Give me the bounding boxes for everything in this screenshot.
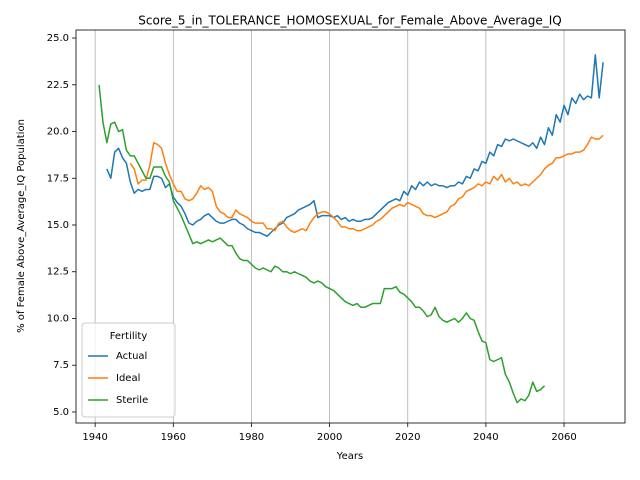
x-tick-label: 1980 (239, 432, 264, 443)
x-tick-label: 2040 (473, 432, 498, 443)
x-tick-label: 2020 (395, 432, 420, 443)
legend-label: Ideal (116, 373, 140, 384)
legend-box (81, 322, 176, 418)
y-tick-label: 25.0 (47, 33, 69, 44)
y-tick-label: 20.0 (47, 127, 69, 138)
line (98, 84, 546, 404)
x-tick-label: 2000 (317, 432, 342, 443)
x-tick-label: 2060 (551, 432, 576, 443)
y-tick-label: 17.5 (47, 173, 69, 184)
y-tick-label: 22.5 (47, 80, 69, 91)
y-tick-label: 5.0 (53, 407, 69, 418)
y-tick-label: 7.5 (53, 360, 69, 371)
line (106, 54, 604, 237)
y-tick-label: 12.5 (47, 267, 69, 278)
y-tick-label: 10.0 (47, 313, 69, 324)
line (129, 134, 604, 234)
legend-label: Actual (116, 351, 147, 362)
x-tick-label: 1940 (82, 432, 107, 443)
y-tick-label: 15.0 (47, 220, 69, 231)
plot-frame (75, 29, 626, 424)
chart-title: Score_5_in_TOLERANCE_HOMOSEXUAL_for_Fema… (138, 14, 561, 28)
legend-label: Sterile (116, 395, 148, 406)
x-axis-label: Years (336, 451, 363, 462)
y-axis-label: % of Female Above_Average_IQ Population (16, 119, 27, 333)
x-tick-label: 1960 (161, 432, 186, 443)
legend-title: Fertility (110, 331, 148, 342)
